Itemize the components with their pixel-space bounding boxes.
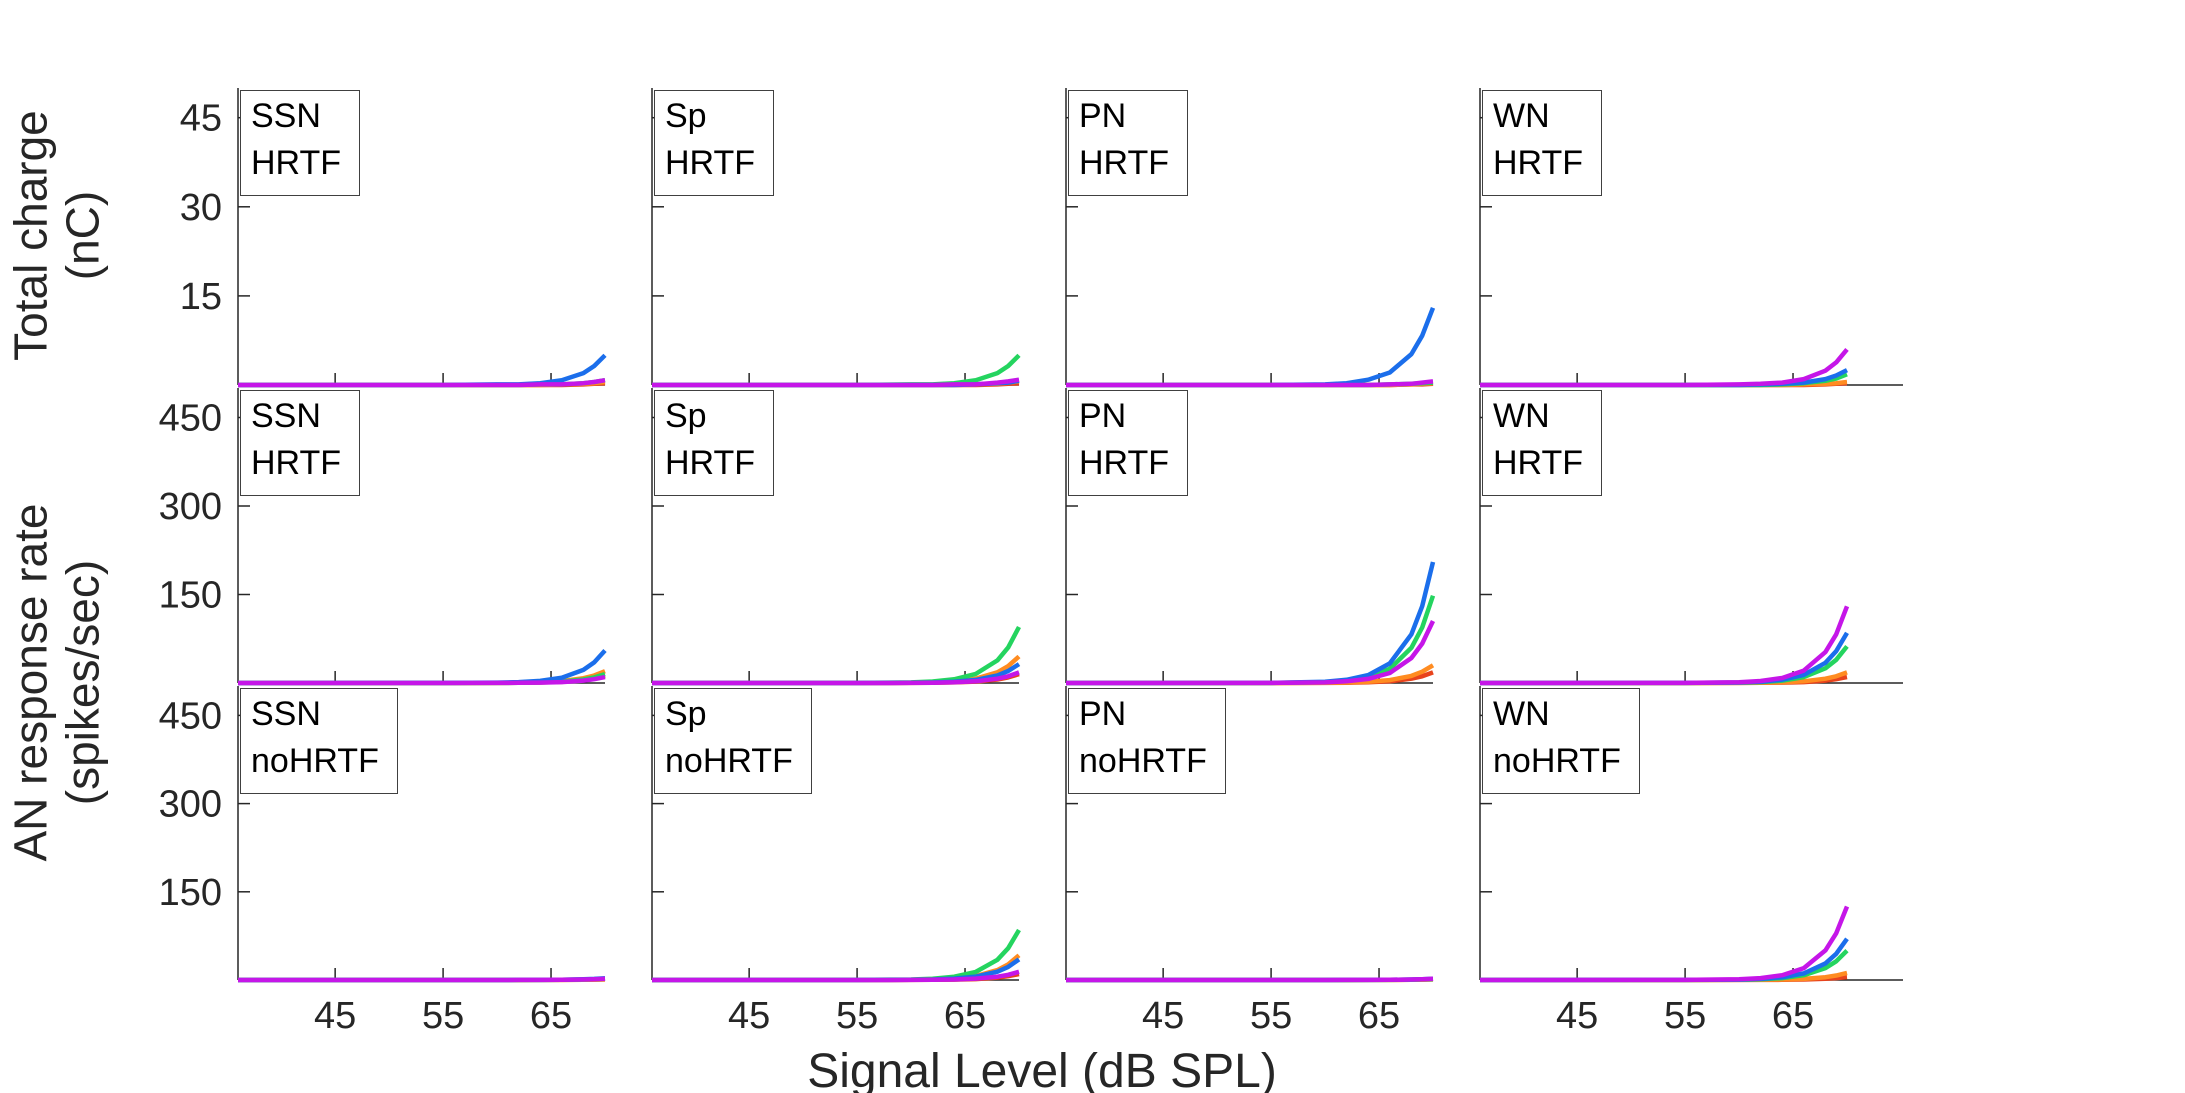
panel-Sp-HRTF [651, 88, 1021, 388]
y-tick-label: 300 [159, 486, 222, 528]
panel-signal-label: Sp [665, 97, 707, 135]
x-tick-label: 65 [1772, 995, 1814, 1037]
y-tick-label: 45 [180, 98, 222, 140]
series-line-blue [237, 648, 607, 686]
series-line-magenta [1479, 905, 1850, 983]
panel-WN-noHRTF: 45 55 65 [1479, 686, 1850, 1037]
panel-condition-label: HRTF [251, 443, 342, 482]
panel-label-PN-HRTF: PN HRTF [1068, 90, 1189, 196]
x-axis-label: Signal Level (dB SPL) [807, 1045, 1277, 1093]
panel-signal-label: WN [1493, 695, 1550, 733]
x-tick-label: 45 [728, 995, 770, 1037]
y-tick-label: 450 [159, 398, 222, 440]
y-tick-label: 15 [180, 276, 222, 318]
y-axis-label-line: (spikes/sec) [56, 559, 108, 806]
panel-condition-label: noHRTF [251, 741, 379, 780]
panel-condition-label: noHRTF [1493, 741, 1621, 780]
panel-condition-label: HRTF [665, 143, 756, 182]
panel-label-SSN-HRTF: SSN HRTF [240, 390, 361, 496]
x-tick-label: 45 [314, 995, 356, 1037]
panel-condition-label: HRTF [1079, 143, 1170, 182]
series-line-blue [1065, 561, 1436, 686]
panel-condition-label: HRTF [1493, 443, 1584, 482]
y-tick-label: 300 [159, 784, 222, 826]
series-line-magenta [238, 377, 606, 388]
panel-signal-label: WN [1493, 397, 1550, 435]
series-line-magenta [1480, 347, 1849, 388]
x-tick-label: 65 [944, 995, 986, 1037]
panel-SSN-noHRTF: 150 300 450 45 55 65 [159, 686, 606, 1037]
y-tick-label: 30 [180, 187, 222, 229]
series-line-green [652, 353, 1021, 388]
panel-signal-label: PN [1079, 397, 1127, 435]
series-line-green [651, 625, 1021, 686]
panel-signal-label: SSN [251, 695, 321, 733]
panel-label-Sp-HRTF: Sp HRTF [654, 390, 775, 496]
panel-condition-label: noHRTF [1079, 741, 1207, 780]
panel-signal-label: WN [1493, 97, 1550, 135]
panel-label-WN-HRTF: WN HRTF [1482, 90, 1603, 196]
x-tick-label: 65 [530, 995, 572, 1037]
panel-condition-label: HRTF [1079, 443, 1170, 482]
series-line-blue [238, 353, 607, 388]
panel-signal-label: Sp [665, 695, 707, 733]
panel-label-WN-HRTF: WN HRTF [1482, 390, 1603, 496]
panel-label-Sp-noHRTF: Sp noHRTF [654, 688, 812, 794]
panel-SSN-HRTF: 150 300 450 [159, 388, 607, 686]
series-line-magenta [1479, 605, 1850, 686]
y-tick-label: 150 [159, 575, 222, 617]
x-tick-label: 45 [1556, 995, 1598, 1037]
x-tick-label: 55 [1664, 995, 1706, 1037]
panel-SSN-HRTF: 15 30 45 [180, 88, 607, 388]
series-line-magenta [652, 969, 1020, 983]
panel-Sp-HRTF [651, 388, 1021, 686]
series-line-magenta [1066, 976, 1434, 983]
panel-condition-label: noHRTF [665, 741, 793, 780]
series-line-blue [1066, 306, 1436, 388]
x-tick-label: 55 [1250, 995, 1292, 1037]
y-tick-label: 150 [159, 872, 222, 914]
panel-signal-label: SSN [251, 397, 321, 435]
panel-label-Sp-HRTF: Sp HRTF [654, 90, 775, 196]
panel-Sp-noHRTF: 45 55 65 [651, 686, 1021, 1037]
x-tick-label: 45 [1142, 995, 1184, 1037]
panel-label-WN-noHRTF: WN noHRTF [1482, 688, 1640, 794]
panel-signal-label: SSN [251, 97, 321, 135]
panel-condition-label: HRTF [1493, 143, 1584, 182]
panel-label-PN-HRTF: PN HRTF [1068, 390, 1189, 496]
y-axis-label-an-response-rate: AN response rate (spikes/sec) [4, 333, 108, 1033]
series-line-magenta [238, 976, 606, 983]
panel-PN-HRTF [1065, 88, 1436, 388]
panel-WN-HRTF [1479, 88, 1849, 388]
x-tick-label: 55 [422, 995, 464, 1037]
series-line-magenta [652, 670, 1020, 686]
y-axis-label-line: AN response rate [4, 503, 57, 862]
series-line-green [651, 928, 1021, 983]
panel-PN-HRTF [1065, 388, 1436, 686]
panel-signal-label: PN [1079, 695, 1127, 733]
panel-PN-noHRTF: 45 55 65 [1065, 686, 1434, 1037]
x-tick-label: 55 [836, 995, 878, 1037]
panel-label-PN-noHRTF: PN noHRTF [1068, 688, 1226, 794]
panel-condition-label: HRTF [665, 443, 756, 482]
panel-label-SSN-noHRTF: SSN noHRTF [240, 688, 398, 794]
series-line-magenta [238, 674, 606, 686]
panel-WN-HRTF [1479, 388, 1850, 686]
panel-signal-label: Sp [665, 397, 707, 435]
panel-condition-label: HRTF [251, 143, 342, 182]
panel-label-SSN-HRTF: SSN HRTF [240, 90, 361, 196]
series-line-magenta [1065, 620, 1436, 686]
series-line-magenta [652, 377, 1020, 388]
y-tick-label: 450 [159, 695, 222, 737]
series-line-magenta [1066, 379, 1434, 388]
panel-signal-label: PN [1079, 97, 1127, 135]
x-tick-label: 65 [1358, 995, 1400, 1037]
